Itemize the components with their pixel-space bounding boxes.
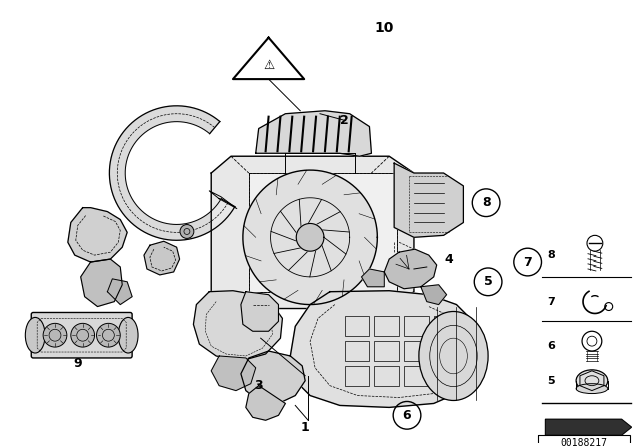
Text: 6: 6 [547, 341, 556, 351]
Circle shape [97, 323, 120, 347]
Ellipse shape [26, 318, 45, 353]
FancyBboxPatch shape [31, 312, 132, 358]
Polygon shape [243, 170, 378, 305]
Circle shape [71, 323, 95, 347]
Polygon shape [241, 292, 278, 331]
Bar [374, 366, 399, 386]
Text: 4: 4 [444, 253, 453, 266]
Circle shape [180, 224, 194, 238]
Bar [538, 435, 630, 448]
Bar [404, 341, 429, 361]
Polygon shape [362, 269, 384, 287]
Bar [345, 366, 369, 386]
Bar [404, 316, 429, 336]
Bar [434, 366, 458, 386]
Text: ⚠: ⚠ [263, 59, 274, 72]
Ellipse shape [118, 318, 138, 353]
Polygon shape [193, 291, 282, 361]
Polygon shape [545, 419, 632, 435]
Bar [374, 316, 399, 336]
Bar [345, 341, 369, 361]
Polygon shape [109, 106, 235, 240]
Text: 7: 7 [524, 255, 532, 268]
Circle shape [43, 323, 67, 347]
Text: 7: 7 [547, 297, 555, 306]
Text: 00188217: 00188217 [561, 438, 607, 448]
Text: 1: 1 [301, 421, 310, 434]
Polygon shape [394, 163, 463, 237]
Text: 5: 5 [547, 376, 555, 386]
Polygon shape [256, 111, 371, 156]
Ellipse shape [576, 383, 608, 393]
Text: 2: 2 [340, 114, 349, 127]
Polygon shape [233, 38, 304, 79]
Polygon shape [249, 173, 397, 292]
Bar [404, 366, 429, 386]
Polygon shape [108, 279, 132, 305]
Text: 9: 9 [74, 358, 82, 370]
Polygon shape [296, 224, 324, 251]
Polygon shape [384, 249, 436, 289]
Bar [374, 341, 399, 361]
Text: 8: 8 [547, 250, 555, 260]
Text: 6: 6 [403, 409, 412, 422]
Polygon shape [209, 191, 237, 209]
Polygon shape [68, 208, 127, 262]
Polygon shape [421, 285, 447, 305]
Polygon shape [81, 259, 122, 306]
Polygon shape [241, 351, 305, 404]
Text: 8: 8 [482, 196, 490, 209]
Polygon shape [144, 241, 180, 275]
Text: 3: 3 [254, 379, 263, 392]
Bar [345, 316, 369, 336]
Polygon shape [211, 156, 414, 309]
Polygon shape [246, 386, 285, 420]
Polygon shape [291, 291, 480, 407]
Text: 5: 5 [484, 276, 492, 289]
Ellipse shape [419, 311, 488, 401]
Bar [434, 341, 458, 361]
Polygon shape [211, 356, 256, 391]
Bar [434, 316, 458, 336]
Ellipse shape [576, 370, 608, 392]
Text: 10: 10 [374, 21, 394, 34]
